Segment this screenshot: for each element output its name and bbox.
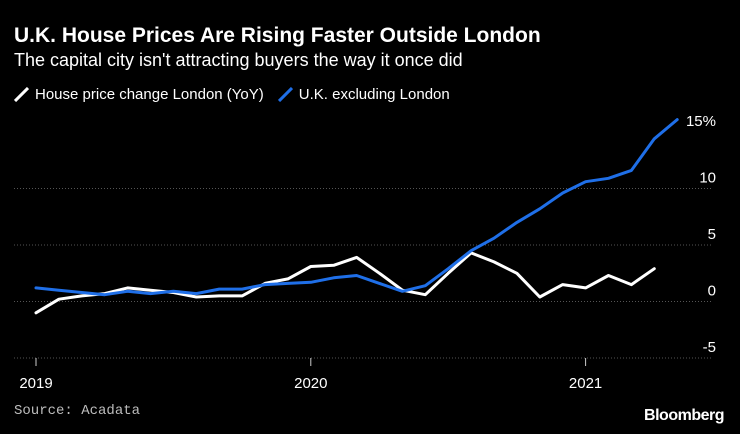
- legend-item-london: House price change London (YoY): [14, 86, 264, 103]
- source-note: Source: Acadata: [14, 403, 141, 419]
- x-tick-label: 2021: [569, 375, 602, 392]
- y-axis-ticks: 15% 10 5 0 -5: [686, 113, 716, 356]
- legend-swatch-uk-ex-london: [277, 87, 293, 102]
- chart-subtitle: The capital city isn't attracting buyers…: [14, 50, 463, 70]
- y-tick-label: -5: [703, 339, 716, 356]
- chart-title: U.K. House Prices Are Rising Faster Outs…: [14, 24, 541, 47]
- gridlines: [14, 188, 712, 359]
- x-tick-label: 2020: [294, 375, 327, 392]
- legend: House price change London (YoY) U.K. exc…: [14, 86, 464, 103]
- legend-swatch-london: [14, 87, 29, 102]
- x-axis-ticks: 2019 2020 2021: [19, 358, 602, 392]
- bloomberg-logo: Bloomberg: [644, 407, 724, 424]
- series-line-uk-ex-london: [34, 118, 679, 297]
- legend-label-london: House price change London (YoY): [35, 86, 264, 103]
- y-tick-label: 15%: [686, 113, 716, 130]
- series-line-london: [34, 251, 656, 315]
- legend-item-uk-ex-london: U.K. excluding London: [277, 86, 450, 103]
- y-tick-label: 5: [708, 226, 716, 243]
- x-tick-label: 2019: [19, 375, 52, 392]
- series-lines: [34, 118, 679, 315]
- legend-label-uk-ex-london: U.K. excluding London: [298, 86, 450, 103]
- y-tick-label: 10: [699, 170, 716, 187]
- y-tick-label: 0: [708, 283, 716, 300]
